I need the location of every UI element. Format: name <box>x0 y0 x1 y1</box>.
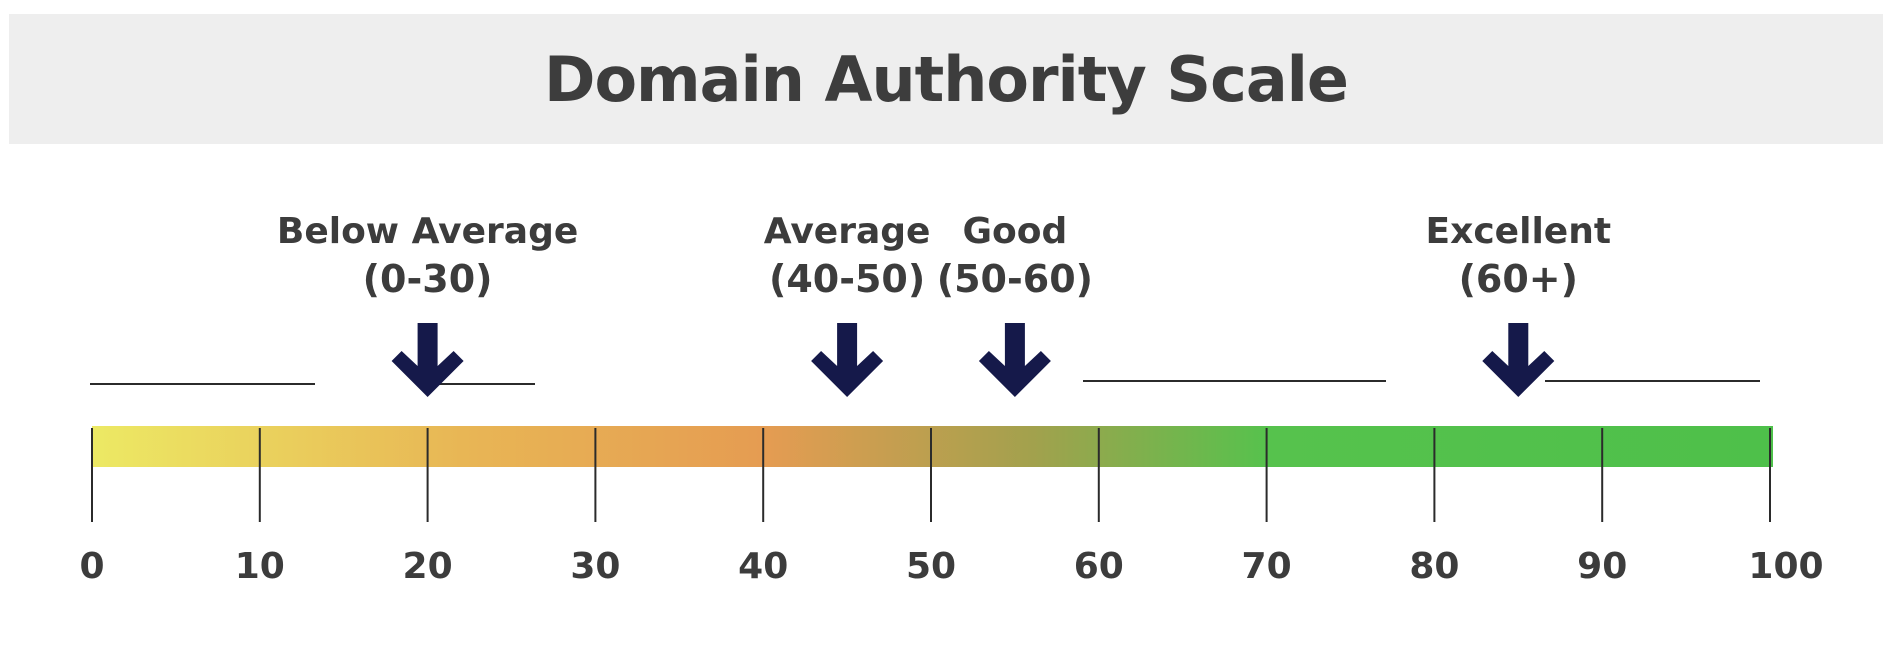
arrow-down-icon <box>1482 323 1555 397</box>
arrow-down-icon <box>811 323 884 397</box>
tick-label-10: 10 <box>235 546 285 587</box>
marker-range-average: (40-50) <box>769 257 925 301</box>
page-title: Domain Authority Scale <box>544 42 1349 116</box>
marker-label-average: Average <box>764 211 931 252</box>
marker-label-good: Good <box>963 211 1068 252</box>
marker-range-below-average: (0-30) <box>363 257 493 301</box>
tick-group: 0 10 20 30 40 50 60 70 80 90 100 <box>79 428 1824 587</box>
tick-label-80: 80 <box>1409 546 1459 587</box>
marker-excellent: Excellent (60+) <box>1426 211 1612 397</box>
tick-label-100: 100 <box>1748 546 1823 587</box>
scale-gradient-bar <box>92 426 1773 467</box>
marker-group: Below Average (0-30) Average (40-50) Good (50… <box>277 211 1611 397</box>
marker-label-below-average: Below Average <box>277 211 578 252</box>
tick-label-30: 30 <box>570 546 620 587</box>
marker-below-average: Below Average (0-30) <box>277 211 578 397</box>
marker-range-excellent: (60+) <box>1459 257 1578 301</box>
arrow-down-icon <box>978 323 1051 397</box>
marker-average: Average (40-50) <box>764 211 931 397</box>
marker-label-excellent: Excellent <box>1426 211 1612 252</box>
tick-label-0: 0 <box>79 546 104 587</box>
marker-range-good: (50-60) <box>937 257 1093 301</box>
arrow-down-icon <box>391 323 464 397</box>
marker-good: Good (50-60) <box>937 211 1093 397</box>
tick-label-60: 60 <box>1074 546 1124 587</box>
tick-label-70: 70 <box>1242 546 1292 587</box>
connector-lines <box>90 380 1760 385</box>
tick-label-40: 40 <box>738 546 788 587</box>
tick-label-90: 90 <box>1577 546 1627 587</box>
title-banner: Domain Authority Scale <box>9 14 1883 144</box>
tick-label-50: 50 <box>906 546 956 587</box>
tick-label-20: 20 <box>403 546 453 587</box>
